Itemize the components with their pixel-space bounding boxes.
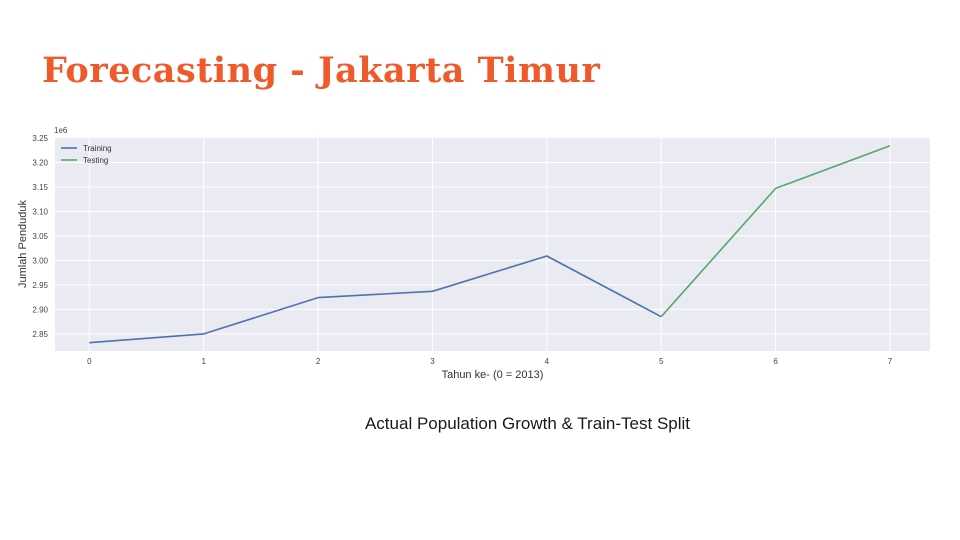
chart-container: 0 1 2 3 4 5 6 7 2.85 2.90 2.95 3.00 3.05 3.10 3.15 3.20… [0, 120, 960, 390]
y-tick-label: 3.00 [32, 256, 48, 265]
x-axis-label: Tahun ke- (0 = 2013) [442, 369, 544, 381]
population-line-chart: 0 1 2 3 4 5 6 7 2.85 2.90 2.95 3.00 3.05 3.10 3.15 3.20… [17, 126, 930, 381]
legend-label-training: Training [83, 144, 112, 153]
y-tick-label: 3.20 [32, 158, 48, 167]
series-line-training [89, 255, 662, 344]
y-tick-label: 2.85 [32, 330, 48, 339]
y-tick-label: 3.05 [32, 232, 48, 241]
y-tick-label: 3.25 [32, 134, 48, 143]
chart-caption: Actual Population Growth & Train-Test Sp… [364, 414, 691, 433]
plot-area [55, 137, 930, 351]
y-tick-label: 3.10 [32, 207, 48, 216]
series-line-testing [660, 145, 891, 318]
slide-title: Forecasting - Jakarta Timur [42, 50, 601, 91]
x-tick-label: 6 [773, 357, 778, 366]
y-axis-label: Jumlah Penduduk [17, 199, 29, 288]
x-tick-label: 1 [201, 357, 206, 366]
x-tick-label: 7 [888, 357, 893, 366]
y-tick-label: 2.95 [32, 281, 48, 290]
legend-label-testing: Testing [83, 156, 108, 165]
y-tick-label: 2.90 [32, 305, 48, 314]
y-scale-label: 1e6 [54, 126, 68, 135]
x-tick-label: 5 [659, 357, 664, 366]
x-tick-label: 2 [316, 357, 321, 366]
x-tick-label: 0 [87, 357, 92, 366]
x-tick-label: 3 [430, 357, 435, 366]
y-tick-label: 3.15 [32, 183, 48, 192]
x-tick-label: 4 [545, 357, 550, 366]
